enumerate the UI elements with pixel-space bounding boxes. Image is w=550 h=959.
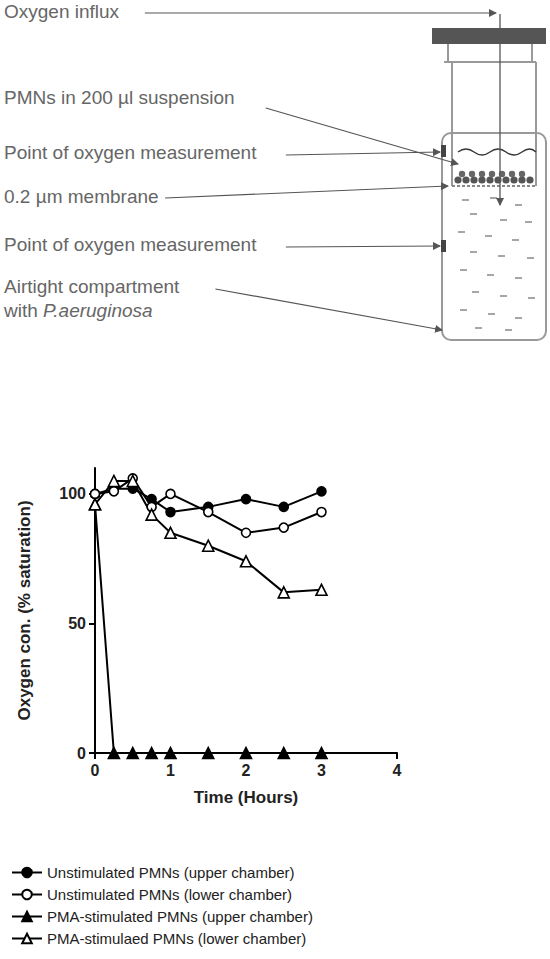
svg-text:0: 0 xyxy=(91,762,100,779)
svg-text:2: 2 xyxy=(242,762,251,779)
svg-text:Time (Hours): Time (Hours) xyxy=(194,788,299,807)
svg-text:Airtight compartmentwith P.aer: Airtight compartmentwith P.aeruginosa xyxy=(3,276,180,321)
svg-text:1: 1 xyxy=(166,762,175,779)
svg-text:3: 3 xyxy=(317,762,326,779)
svg-text:Point of oxygen measurement: Point of oxygen measurement xyxy=(4,234,257,255)
svg-text:Unstimulated PMNs (upper chamb: Unstimulated PMNs (upper chamber) xyxy=(47,864,295,881)
svg-text:Oxygen influx: Oxygen influx xyxy=(4,1,120,22)
svg-text:0: 0 xyxy=(77,745,86,762)
svg-text:50: 50 xyxy=(68,615,86,632)
svg-text:PMA-stimulaed PMNs (lower cham: PMA-stimulaed PMNs (lower chamber) xyxy=(47,930,306,947)
svg-text:Unstimulated PMNs (lower chamb: Unstimulated PMNs (lower chamber) xyxy=(47,886,292,903)
svg-text:Point of oxygen measurement: Point of oxygen measurement xyxy=(4,142,257,163)
svg-text:Oxygen con. (% saturation): Oxygen con. (% saturation) xyxy=(15,500,34,720)
svg-text:100: 100 xyxy=(59,485,86,502)
svg-text:0.2 µm membrane: 0.2 µm membrane xyxy=(4,186,159,207)
svg-text:PMA-stimulated PMNs (upper cha: PMA-stimulated PMNs (upper chamber) xyxy=(47,908,313,925)
svg-text:PMNs in 200 µl suspension: PMNs in 200 µl suspension xyxy=(4,87,235,108)
svg-text:4: 4 xyxy=(393,762,402,779)
